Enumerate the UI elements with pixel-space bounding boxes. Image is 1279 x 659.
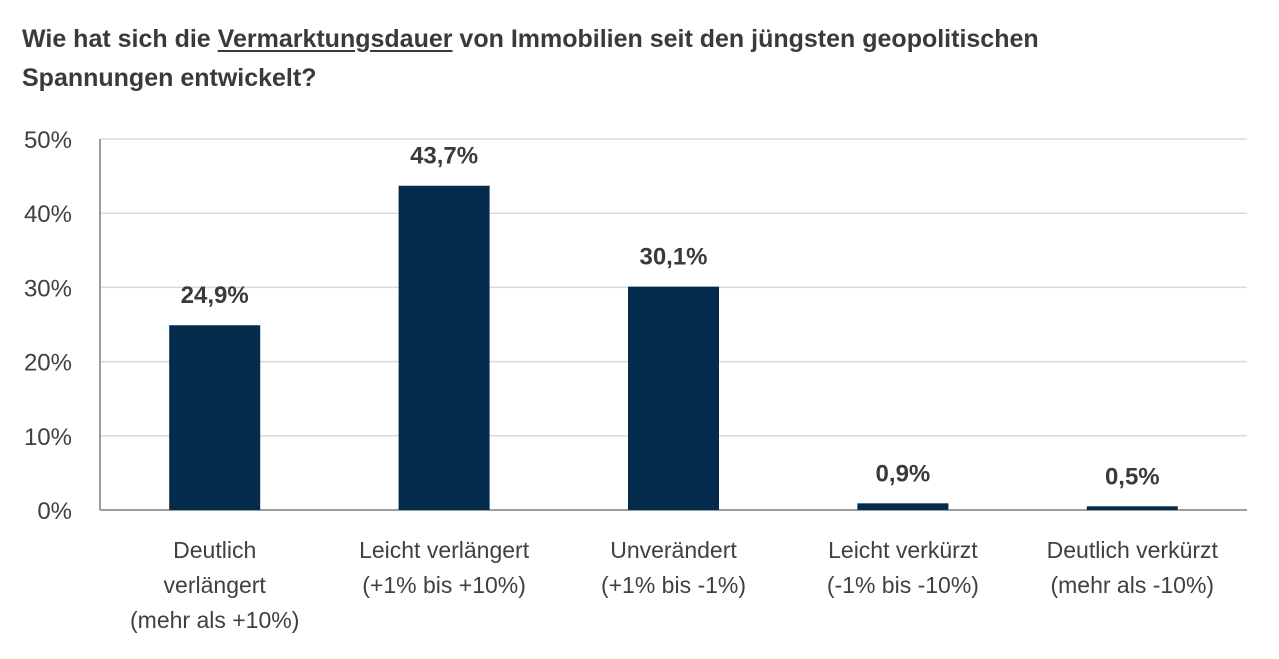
y-tick-label: 40% — [24, 201, 72, 228]
category-label: Unverändert (+1% bis -1%) — [601, 537, 746, 598]
bars — [169, 185, 1178, 510]
data-label: 43,7% — [410, 143, 478, 170]
category-label: Deutlich verkürzt (mehr als -10%) — [1047, 537, 1219, 598]
title-text-before: Wie hat sich die — [22, 25, 218, 53]
bar — [857, 503, 949, 510]
data-label: 0,5% — [1105, 463, 1160, 490]
bar — [169, 325, 261, 510]
data-labels: 24,9% 43,7% 30,1% 0,9% 0,5% — [181, 143, 1160, 491]
data-label: 0,9% — [876, 460, 931, 487]
data-label: 24,9% — [181, 282, 249, 309]
category-label: Deutlich verlängert (mehr als +10%) — [130, 537, 299, 633]
y-tick-label: 50% — [24, 127, 72, 154]
y-tick-label: 10% — [24, 424, 72, 451]
data-label: 30,1% — [639, 244, 707, 271]
title-underlined-term: Vermarktungsdauer — [217, 25, 453, 53]
y-tick-label: 0% — [37, 498, 72, 525]
y-tick-label: 20% — [24, 350, 72, 377]
chart-title: Wie hat sich die Vermarktungsdauer von I… — [22, 20, 1122, 98]
bar — [1086, 506, 1178, 510]
bar — [628, 286, 719, 510]
bar — [398, 185, 490, 510]
title-text-after: von Immobilien seit den jüngsten geopoli… — [22, 25, 1039, 92]
category-labels: Deutlich verlängert (mehr als +10%) Leicht … — [130, 537, 1219, 633]
category-label: Leicht verkürzt (-1% bis -10%) — [827, 537, 979, 598]
y-tick-label: 30% — [24, 275, 72, 302]
category-label: Leicht verlängert (+1% bis +10%) — [359, 537, 530, 598]
